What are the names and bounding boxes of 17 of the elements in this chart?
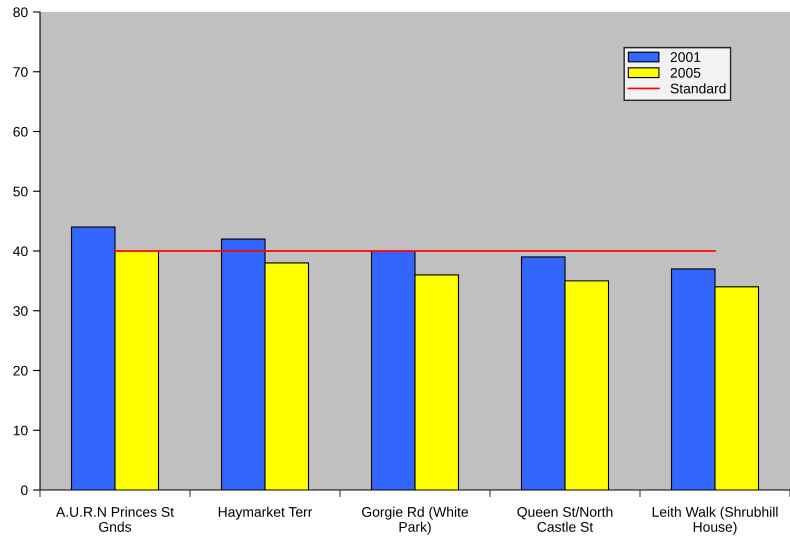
x-tick-label: Gorgie Rd (White Park) (362, 506, 468, 535)
y-tick-label: 50 (13, 186, 28, 196)
y-tick-label: 10 (14, 426, 28, 436)
y-tick-label: 60 (13, 126, 28, 137)
y-tick-label: 70 (13, 67, 28, 77)
legend-label: Standard (670, 83, 726, 94)
y-tick-label: 30 (13, 306, 28, 316)
y-tick-label: 40 (13, 246, 28, 256)
x-tick-label: Queen St/North Castle St (517, 506, 612, 532)
legend-label: 2001 (670, 52, 700, 62)
y-tick-label: 20 (13, 366, 28, 376)
x-tick-label: A.U.R.N Princes St Gnds (56, 506, 174, 532)
y-tick-label: 80 (13, 7, 28, 18)
legend-label: 2005 (670, 68, 700, 78)
x-tick-label: Leith Walk (Shrubhill House) (652, 506, 778, 535)
y-tick-label: 0 (21, 485, 28, 496)
x-tick-label: Haymarket Terr (218, 506, 312, 520)
